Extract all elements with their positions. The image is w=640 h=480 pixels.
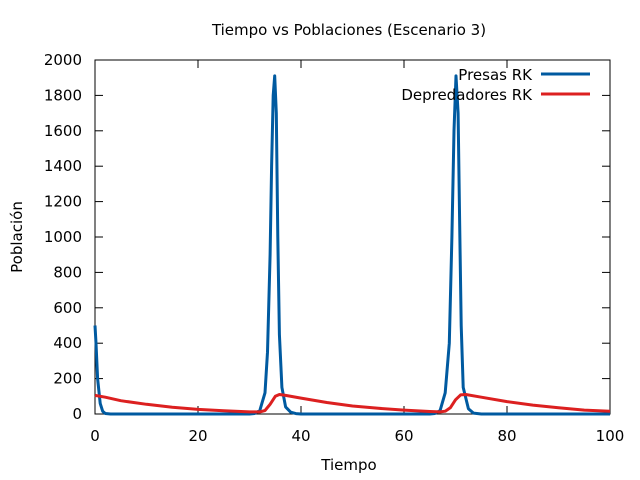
y-axis-label: Población xyxy=(8,201,26,273)
x-tick-label: 100 xyxy=(596,427,625,445)
y-tick-label: 1200 xyxy=(44,193,82,211)
y-tick-label: 1600 xyxy=(44,122,82,140)
x-tick-label: 80 xyxy=(497,427,516,445)
y-tick-label: 800 xyxy=(53,263,82,281)
x-axis-label: Tiempo xyxy=(320,456,376,474)
y-tick-label: 400 xyxy=(53,334,82,352)
series-line-depredadores xyxy=(94,393,611,414)
y-tick-label: 1400 xyxy=(44,157,82,175)
y-tick-label: 200 xyxy=(53,370,82,388)
chart-title: Tiempo vs Poblaciones (Escenario 3) xyxy=(211,21,486,39)
y-tick-label: 1000 xyxy=(44,228,82,246)
y-tick-label: 0 xyxy=(72,405,82,423)
axis-ticks: 0 200 400 600 800 1000 1200 1400 1600 1800 2000 0 20… xyxy=(44,51,625,445)
series-lines xyxy=(93,74,611,416)
y-tick-label: 1800 xyxy=(44,86,82,104)
y-tick-label: 600 xyxy=(53,299,82,317)
x-tick-label: 0 xyxy=(90,427,100,445)
series-line-presas xyxy=(93,74,610,416)
x-tick-label: 60 xyxy=(394,427,413,445)
x-tick-label: 40 xyxy=(291,427,310,445)
legend: Presas RK Depredadores RK xyxy=(401,66,590,104)
legend-label-presas: Presas RK xyxy=(458,66,533,84)
legend-label-depredadores: Depredadores RK xyxy=(401,86,533,104)
x-tick-label: 20 xyxy=(188,427,207,445)
y-tick-label: 2000 xyxy=(44,51,82,69)
